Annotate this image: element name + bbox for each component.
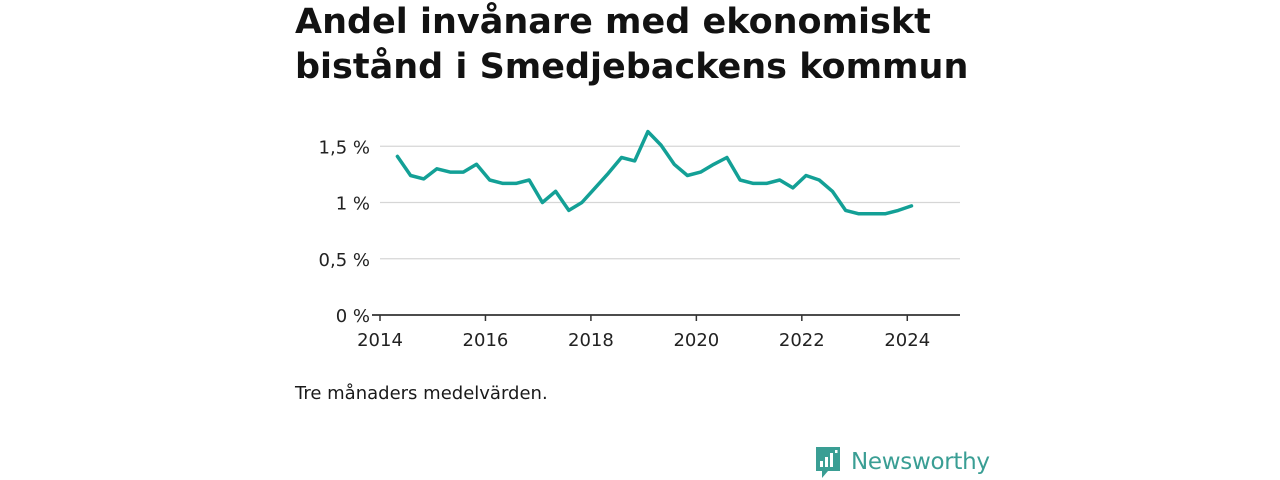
chart-title-line-1: Andel invånare med ekonomiskt bbox=[295, 2, 931, 42]
x-tick-label: 2020 bbox=[673, 330, 719, 351]
series-line bbox=[395, 129, 914, 216]
x-tick-label: 2014 bbox=[357, 330, 403, 351]
y-tick-label: 0,5 % bbox=[319, 250, 370, 271]
brand-name: Newsworthy bbox=[851, 449, 990, 475]
y-tick-label: 1,5 % bbox=[319, 137, 370, 158]
series-layer bbox=[395, 129, 914, 216]
y-tick-label: 0 % bbox=[336, 306, 370, 327]
grid-lines bbox=[380, 145, 960, 260]
y-tick-labels: 0 % 0,5 % 1 % 1,5 % bbox=[319, 137, 370, 327]
bar-chart-speech-bubble-icon bbox=[816, 447, 840, 478]
chart-title: Andel invånare med ekonomiskt bistånd i … bbox=[295, 0, 995, 90]
brand-logo[interactable]: Newsworthy bbox=[814, 444, 990, 480]
x-tick-label: 2022 bbox=[779, 330, 825, 351]
chart-note: Tre månaders medelvärden. bbox=[295, 383, 548, 404]
x-tick-label: 2024 bbox=[884, 330, 930, 351]
y-tick-label: 1 % bbox=[336, 194, 370, 215]
x-tick-labels: 2014 2016 2018 2020 2022 2024 bbox=[357, 330, 930, 351]
x-tick-label: 2018 bbox=[568, 330, 614, 351]
x-tick-label: 2016 bbox=[463, 330, 509, 351]
x-axis bbox=[372, 314, 960, 321]
chart-title-line-2: bistånd i Smedjebackens kommun bbox=[295, 47, 969, 87]
